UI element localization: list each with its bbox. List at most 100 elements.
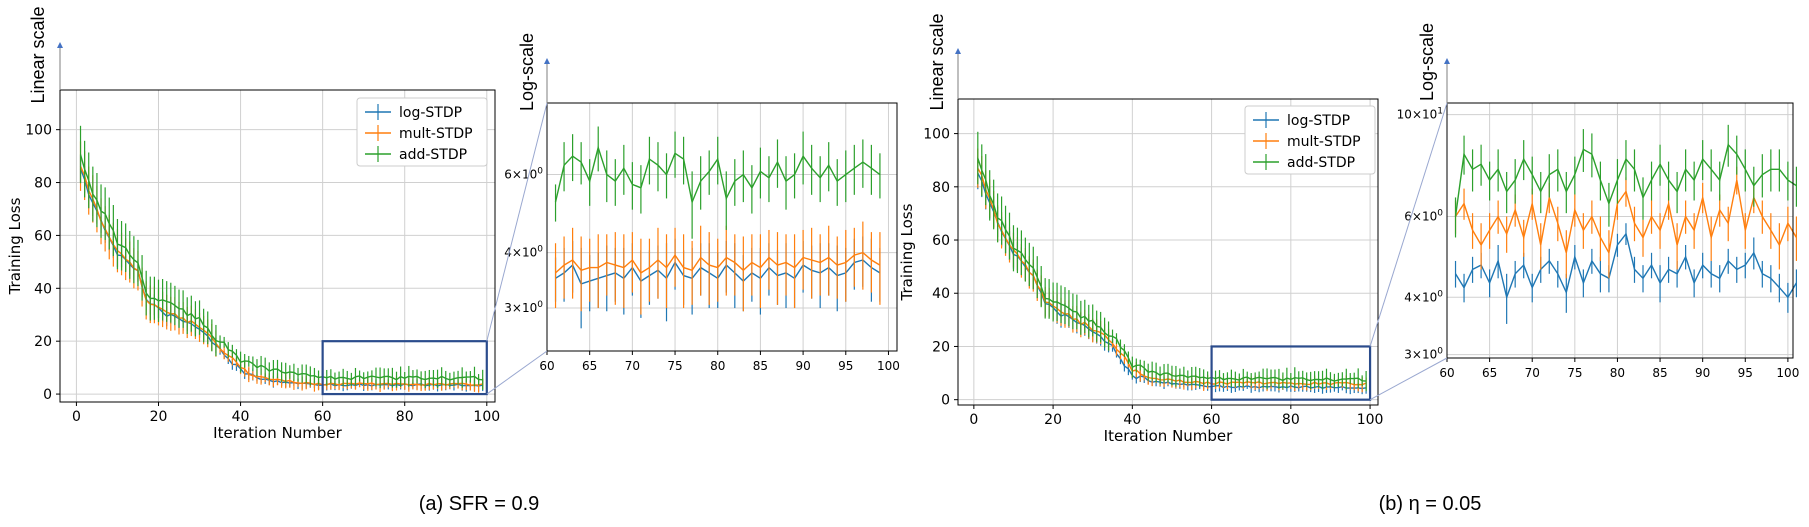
y-axis-label: Training Loss [6, 197, 24, 295]
caption-a: (a) SFR = 0.9 [419, 493, 540, 515]
plot-frame [957, 98, 1379, 406]
legend-label-mult: mult-STDP [1287, 134, 1361, 150]
x-tick-label: 100 [473, 409, 500, 425]
x-axis-label: Iteration Number [213, 424, 342, 442]
y-tick-label: 3×100 [504, 300, 543, 315]
y-tick-label: 80 [34, 176, 52, 192]
y-tick-label: 0 [941, 393, 950, 409]
x-tick-label: 60 [539, 359, 554, 373]
series-line-mult [555, 251, 881, 274]
connector-line [1369, 357, 1448, 401]
series-mult [554, 221, 881, 315]
series-line-add [554, 145, 881, 205]
plot-frame [546, 102, 898, 352]
caption-b: (b) η = 0.05 [1379, 493, 1482, 515]
series-line-log [1454, 232, 1798, 300]
series-line-add [79, 154, 483, 381]
series-add [977, 131, 1367, 392]
legend-label-add: add-STDP [1287, 155, 1355, 171]
x-tick-label: 70 [625, 359, 640, 373]
y-tick-label: 40 [932, 286, 950, 302]
zoom-box [321, 340, 488, 396]
y-tick-label: 80 [932, 180, 950, 196]
connector-line [486, 350, 548, 395]
x-tick-label: 20 [1044, 412, 1062, 428]
x-tick-label: 80 [396, 409, 414, 425]
scale-arrow-icon [544, 58, 550, 64]
legend-box [1244, 105, 1376, 175]
x-tick-label: 75 [1567, 366, 1582, 380]
y-tick-label: 20 [34, 334, 52, 350]
x-tick-label: 60 [1439, 366, 1454, 380]
panel-b-log-chart: 60 65 70 75 80 85 90 95 10010×1016×1004×1003×100… [1397, 23, 1800, 380]
zoom-connectors [486, 102, 1448, 401]
x-tick-label: 80 [710, 359, 725, 373]
series-add [79, 125, 484, 390]
y-tick-label: 3×100 [1404, 347, 1443, 362]
y-tick-label: 4×100 [504, 245, 543, 260]
y-tick-label: 40 [34, 281, 52, 297]
plot-frame [59, 89, 496, 403]
x-tick-label: 40 [1123, 412, 1141, 428]
x-tick-label: 65 [1482, 366, 1497, 380]
x-tick-label: 60 [1203, 412, 1221, 428]
connector-line [1369, 102, 1448, 347]
legend-label-log: log-STDP [1287, 113, 1350, 129]
x-tick-label: 100 [1776, 366, 1799, 380]
x-tick-label: 90 [1695, 366, 1710, 380]
series-mult [79, 141, 484, 393]
x-tick-label: 40 [232, 409, 250, 425]
x-tick-label: 0 [969, 412, 978, 428]
x-tick-label: 70 [1525, 366, 1540, 380]
x-tick-label: 80 [1610, 366, 1625, 380]
series-line-add [1454, 143, 1797, 217]
x-tick-label: 85 [753, 359, 768, 373]
plot-frame [1446, 102, 1794, 359]
y-tick-label: 60 [932, 233, 950, 249]
x-tick-label: 80 [1282, 412, 1300, 428]
series-line-add [977, 157, 1367, 382]
x-tick-label: 0 [72, 409, 81, 425]
series-line-mult [977, 167, 1367, 386]
x-tick-label: 100 [877, 359, 900, 373]
y-tick-label: 100 [923, 127, 950, 143]
series-mult [977, 148, 1367, 393]
panel-a-linear-chart: 0 20 40 60 80 100 0 20 40 60 80 100 Iteration Number… [6, 6, 500, 442]
scale-label: Linear scale [927, 13, 947, 110]
y-tick-label: 60 [34, 228, 52, 244]
x-tick-label: 100 [1357, 412, 1384, 428]
x-axis-label: Iteration Number [1104, 427, 1233, 445]
y-tick-label: 100 [25, 123, 52, 139]
x-tick-label: 20 [150, 409, 168, 425]
series-log [1454, 223, 1798, 324]
x-tick-label: 75 [667, 359, 682, 373]
scale-label: Linear scale [28, 6, 48, 103]
x-tick-label: 85 [1652, 366, 1667, 380]
legend-box [356, 97, 488, 167]
y-tick-label: 6×100 [504, 167, 543, 182]
zoom-box [1210, 345, 1372, 401]
series-line-mult [1454, 179, 1798, 255]
x-tick-label: 60 [314, 409, 332, 425]
y-tick-label: 10×101 [1397, 107, 1443, 122]
legend: log-STDP mult-STDP add-STDP [356, 97, 488, 167]
panel-b-linear-chart: 0 20 40 60 80 100 0 20 40 60 80 100 Iteration Number… [898, 13, 1383, 445]
y-tick-label: 20 [932, 339, 950, 355]
series-add [554, 126, 881, 239]
scale-label: Log-scale [517, 33, 537, 111]
legend-label-add: add-STDP [399, 147, 467, 163]
legend-label-log: log-STDP [399, 105, 462, 121]
scale-label: Log-scale [1417, 23, 1437, 101]
series-line-log [79, 168, 483, 387]
x-tick-label: 90 [795, 359, 810, 373]
scale-arrow-icon [955, 48, 961, 54]
x-tick-label: 65 [582, 359, 597, 373]
legend-label-mult: mult-STDP [399, 126, 473, 142]
x-tick-label: 95 [1738, 366, 1753, 380]
scale-arrow-icon [1444, 58, 1450, 64]
scale-arrow-icon [57, 42, 63, 48]
y-tick-label: 0 [43, 387, 52, 403]
y-axis-label: Training Loss [898, 203, 916, 301]
y-tick-label: 4×100 [1404, 289, 1443, 304]
